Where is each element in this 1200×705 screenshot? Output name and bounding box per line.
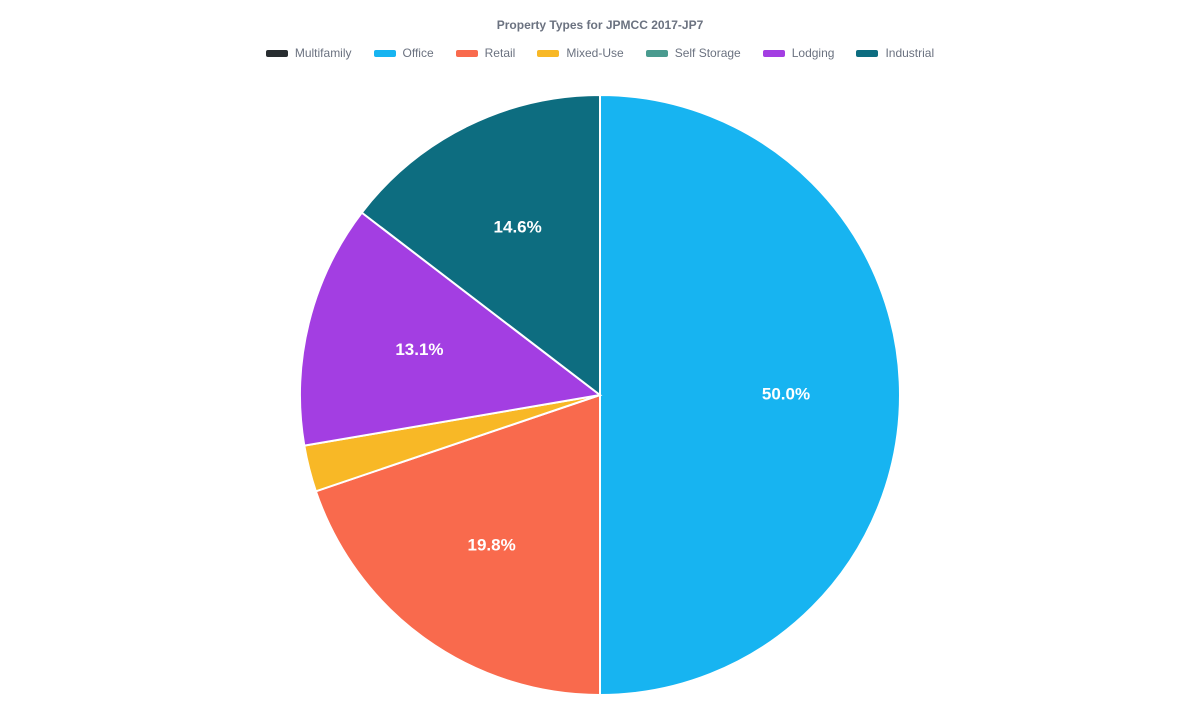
legend-item: Retail: [456, 46, 516, 60]
legend-item: Lodging: [763, 46, 835, 60]
slice-label: 14.6%: [494, 218, 542, 237]
pie-chart: 50.0% 19.8% 13.1% 14.6%: [290, 85, 910, 705]
legend-swatch: [456, 50, 478, 57]
legend-item: Mixed-Use: [537, 46, 623, 60]
slice-label: 19.8%: [468, 536, 516, 555]
legend-item: Industrial: [856, 46, 934, 60]
legend-swatch: [374, 50, 396, 57]
legend-label: Self Storage: [675, 46, 741, 60]
legend-item: Multifamily: [266, 46, 352, 60]
legend-label: Mixed-Use: [566, 46, 623, 60]
legend-swatch: [763, 50, 785, 57]
slice-label: 50.0%: [762, 384, 810, 403]
chart-legend: Multifamily Office Retail Mixed-Use Self Sto…: [0, 46, 1200, 60]
legend-item: Self Storage: [646, 46, 741, 60]
legend-swatch: [537, 50, 559, 57]
legend-label: Lodging: [792, 46, 835, 60]
legend-label: Retail: [485, 46, 516, 60]
legend-item: Office: [374, 46, 434, 60]
pie-slice: [600, 95, 900, 695]
legend-label: Multifamily: [295, 46, 352, 60]
legend-swatch: [856, 50, 878, 57]
legend-swatch: [266, 50, 288, 57]
legend-label: Industrial: [885, 46, 934, 60]
legend-label: Office: [403, 46, 434, 60]
legend-swatch: [646, 50, 668, 57]
chart-title: Property Types for JPMCC 2017-JP7: [0, 0, 1200, 32]
slice-label: 13.1%: [395, 340, 443, 359]
